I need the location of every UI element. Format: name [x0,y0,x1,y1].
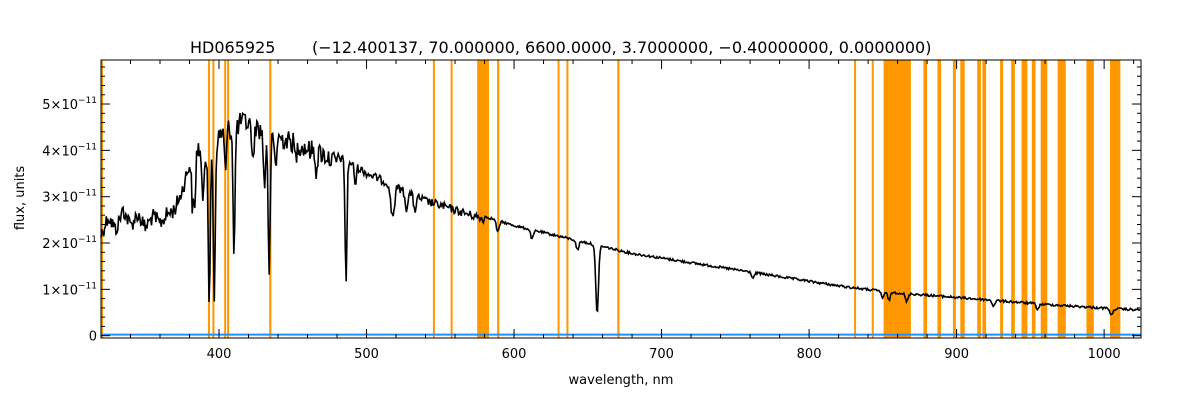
x-tick-label: 600 [502,347,527,362]
y-tick-label: 5×10−11 [42,96,97,113]
masked-band [227,60,230,338]
masked-band [566,60,569,338]
masked-band [1031,60,1036,338]
y-tick-label: 1×10−11 [42,281,97,298]
masked-band [883,60,911,338]
masked-band [1000,60,1004,338]
masked-bands [101,60,1121,338]
y-tick-label: 3×10−11 [42,189,97,206]
y-tick-label: 2×10−11 [42,235,97,252]
masked-band [952,60,956,338]
masked-band [923,60,928,338]
plot-frame [100,59,1142,339]
x-tick-label: 1000 [1088,347,1121,362]
masked-band [937,60,942,338]
masked-band [960,60,965,338]
masked-band [854,60,857,338]
masked-band [617,60,620,338]
masked-band [1040,60,1048,338]
masked-band [1011,60,1015,338]
masked-band [982,60,987,338]
masked-band [432,60,435,338]
masked-band [1086,60,1094,338]
y-tick-label: 4×10−11 [42,142,97,159]
masked-band [1057,60,1066,338]
spectrum-line [100,111,1141,316]
masked-band [497,60,500,338]
masked-band [1021,60,1028,338]
y-axis: 0 1×10−11 2×10−11 3×10−11 4×10−11 5×10−11 [42,66,1141,345]
y-axis-label: flux, units [13,166,28,231]
x-tick-label: 400 [207,347,232,362]
spectrum-series [100,111,1141,316]
masked-band [977,60,981,338]
chart-subtitle: (−12.400137, 70.000000, 6600.0000, 3.700… [312,38,931,57]
x-tick-label: 800 [797,347,822,362]
masked-band [450,60,453,338]
y-tick-label: 0 [89,330,97,345]
x-axis-label: wavelength, nm [569,373,674,388]
masked-band [224,60,227,338]
masked-band [1110,60,1121,338]
x-tick-label: 500 [354,347,379,362]
x-axis: 400 500 600 700 800 900 1000 [100,60,1135,362]
masked-band [477,60,489,338]
masked-band [101,60,103,338]
chart-title: HD065925 [190,38,275,57]
masked-band [871,60,874,338]
masked-band [207,60,210,338]
x-tick-label: 900 [944,347,969,362]
masked-band [557,60,560,338]
x-tick-label: 700 [649,347,674,362]
